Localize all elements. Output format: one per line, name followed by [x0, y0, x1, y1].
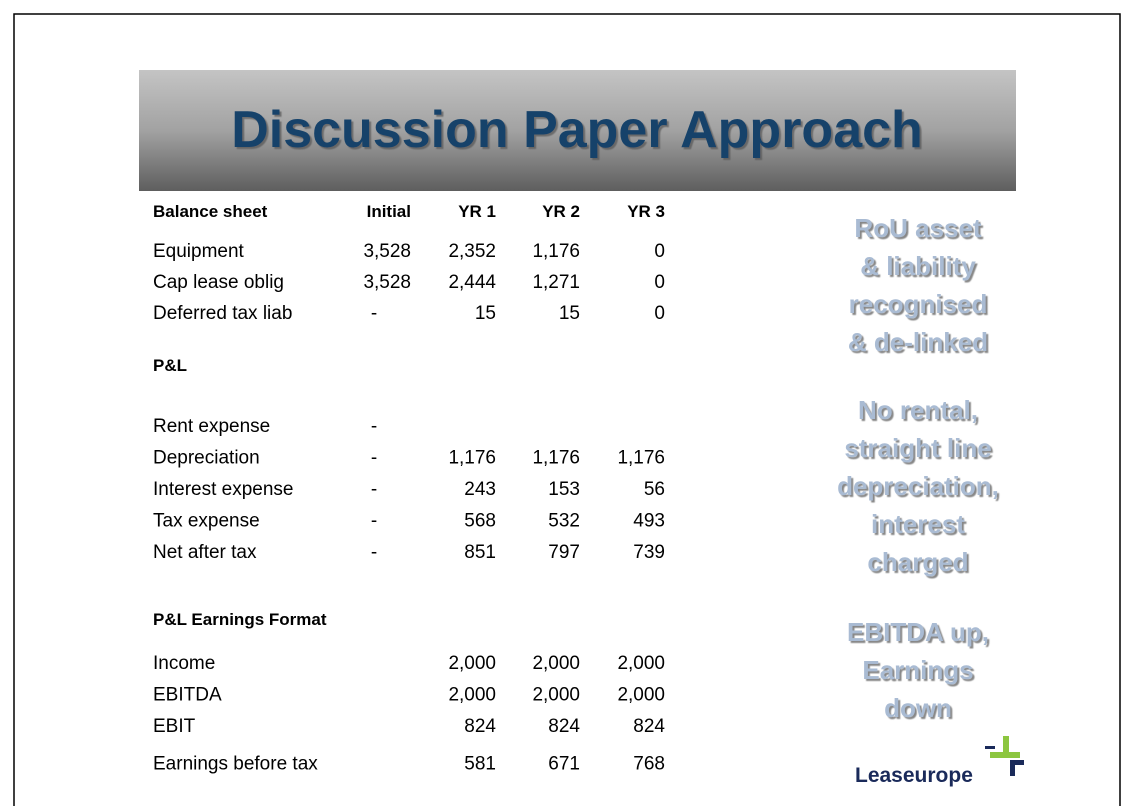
- cell: 568: [464, 511, 496, 532]
- cell: 824: [548, 716, 580, 737]
- note-line: charged: [867, 547, 968, 577]
- column-header: YR 1: [458, 202, 496, 221]
- note-line: down: [884, 693, 952, 723]
- slide-border: [13, 13, 1121, 806]
- row-label: Income: [153, 653, 215, 674]
- cell: 0: [654, 303, 665, 324]
- row-label: Earnings before tax: [153, 754, 318, 775]
- row-label: Cap lease oblig: [153, 272, 284, 293]
- cell: 2,352: [448, 241, 496, 262]
- cell: -: [371, 511, 377, 532]
- cell: 768: [633, 754, 665, 775]
- note-line: interest: [871, 509, 965, 539]
- cell: 1,176: [532, 241, 580, 262]
- column-header: Balance sheet: [153, 202, 268, 221]
- cell: -: [371, 303, 377, 324]
- note-line: recognised: [849, 289, 988, 319]
- cell: 3,528: [363, 241, 411, 262]
- row-label: Tax expense: [153, 511, 260, 532]
- note-line: No rental,: [858, 395, 978, 425]
- column-header: YR 3: [627, 202, 665, 221]
- cell: -: [371, 416, 377, 437]
- row-label: EBITDA: [153, 685, 222, 706]
- cell: 1,176: [532, 448, 580, 469]
- cell: 15: [559, 303, 580, 324]
- note-line: depreciation,: [837, 471, 999, 501]
- cell: 493: [633, 511, 665, 532]
- cell: 797: [548, 542, 580, 563]
- note-line: EBITDA up,: [847, 617, 989, 647]
- column-header: Initial: [367, 202, 411, 221]
- row-label: Rent expense: [153, 416, 270, 437]
- cell: -: [371, 542, 377, 563]
- notes: RoU asset & liability recognised & de-linke…: [837, 213, 999, 723]
- cell: 824: [633, 716, 665, 737]
- row-label: Deferred tax liab: [153, 303, 292, 324]
- cell: 1,176: [617, 448, 665, 469]
- cell: 851: [464, 542, 496, 563]
- cell: 153: [548, 479, 580, 500]
- note-line: & liability: [860, 251, 976, 281]
- cell: 15: [475, 303, 496, 324]
- table: Balance sheet Initial YR 1 YR 2 YR 3 Equipmen…: [153, 202, 665, 775]
- row-label: Depreciation: [153, 448, 260, 469]
- cell: 739: [633, 542, 665, 563]
- cell: 581: [464, 754, 496, 775]
- cell: 532: [548, 511, 580, 532]
- title-band: [139, 70, 1016, 191]
- section-heading: P&L: [153, 356, 187, 375]
- section-heading: P&L Earnings Format: [153, 610, 327, 629]
- note-line: RoU asset: [854, 213, 981, 243]
- note-line: Earnings: [862, 655, 973, 685]
- cell: 2,000: [532, 653, 580, 674]
- row-label: Equipment: [153, 241, 245, 262]
- cell: 2,000: [617, 653, 665, 674]
- column-header: YR 2: [542, 202, 580, 221]
- cell: 2,000: [448, 685, 496, 706]
- row-label: Net after tax: [153, 542, 257, 563]
- cell: 2,000: [532, 685, 580, 706]
- cell: 1,176: [448, 448, 496, 469]
- cell: 243: [464, 479, 496, 500]
- cell: 56: [644, 479, 665, 500]
- note-line: & de-linked: [848, 327, 988, 357]
- row-label: EBIT: [153, 716, 196, 737]
- logo-icon: [985, 736, 1024, 776]
- row-label: Interest expense: [153, 479, 293, 500]
- cell: 824: [464, 716, 496, 737]
- cell: 2,000: [617, 685, 665, 706]
- cell: -: [371, 448, 377, 469]
- logo-text: Leaseurope: [855, 764, 973, 787]
- cell: 1,271: [532, 272, 580, 293]
- cell: 671: [548, 754, 580, 775]
- cell: 3,528: [363, 272, 411, 293]
- cell: 0: [654, 241, 665, 262]
- cell: 2,444: [448, 272, 496, 293]
- note-line: straight line: [844, 433, 991, 463]
- slide-title: Discussion Paper Approach: [231, 101, 923, 159]
- cell: -: [371, 479, 377, 500]
- cell: 0: [654, 272, 665, 293]
- cell: 2,000: [448, 653, 496, 674]
